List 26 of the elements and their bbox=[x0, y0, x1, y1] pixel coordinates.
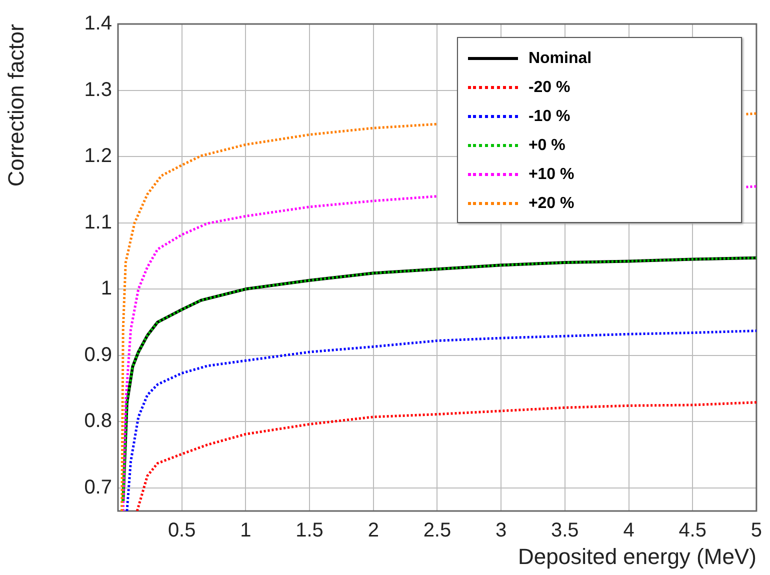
x-tick-label: 4.5 bbox=[678, 520, 706, 542]
y-tick-label: 1 bbox=[100, 278, 112, 300]
y-tick-label: 1.2 bbox=[84, 145, 112, 168]
y-tick-label: 0.7 bbox=[84, 476, 112, 498]
x-tick-label: 1 bbox=[240, 520, 252, 542]
x-tick-label: 2 bbox=[368, 520, 379, 542]
x-axis-title: Deposited energy (MeV) bbox=[518, 544, 756, 569]
legend-label: +20 % bbox=[528, 194, 574, 212]
x-tick-label: 3.5 bbox=[551, 520, 579, 542]
legend-label: -10 % bbox=[528, 108, 570, 126]
x-tick-label: 2.5 bbox=[423, 520, 452, 542]
y-tick-label: 1.3 bbox=[84, 78, 112, 101]
x-tick-label: 5 bbox=[750, 520, 762, 542]
x-tick-label: 0.5 bbox=[168, 520, 196, 542]
y-tick-label: 1.1 bbox=[84, 211, 112, 234]
legend-label: +0 % bbox=[528, 136, 566, 154]
legend-label: -20 % bbox=[528, 78, 570, 96]
y-tick-label: 1.4 bbox=[84, 12, 112, 35]
y-tick-label: 0.8 bbox=[84, 410, 112, 432]
x-tick-label: 3 bbox=[496, 520, 507, 542]
y-axis-title: Correction factor bbox=[3, 24, 28, 187]
y-tick-label: 0.9 bbox=[84, 344, 112, 366]
x-tick-label: 4 bbox=[623, 520, 634, 542]
x-tick-label: 1.5 bbox=[296, 520, 324, 542]
legend-label: Nominal bbox=[528, 50, 592, 68]
legend-label: +10 % bbox=[528, 166, 574, 184]
